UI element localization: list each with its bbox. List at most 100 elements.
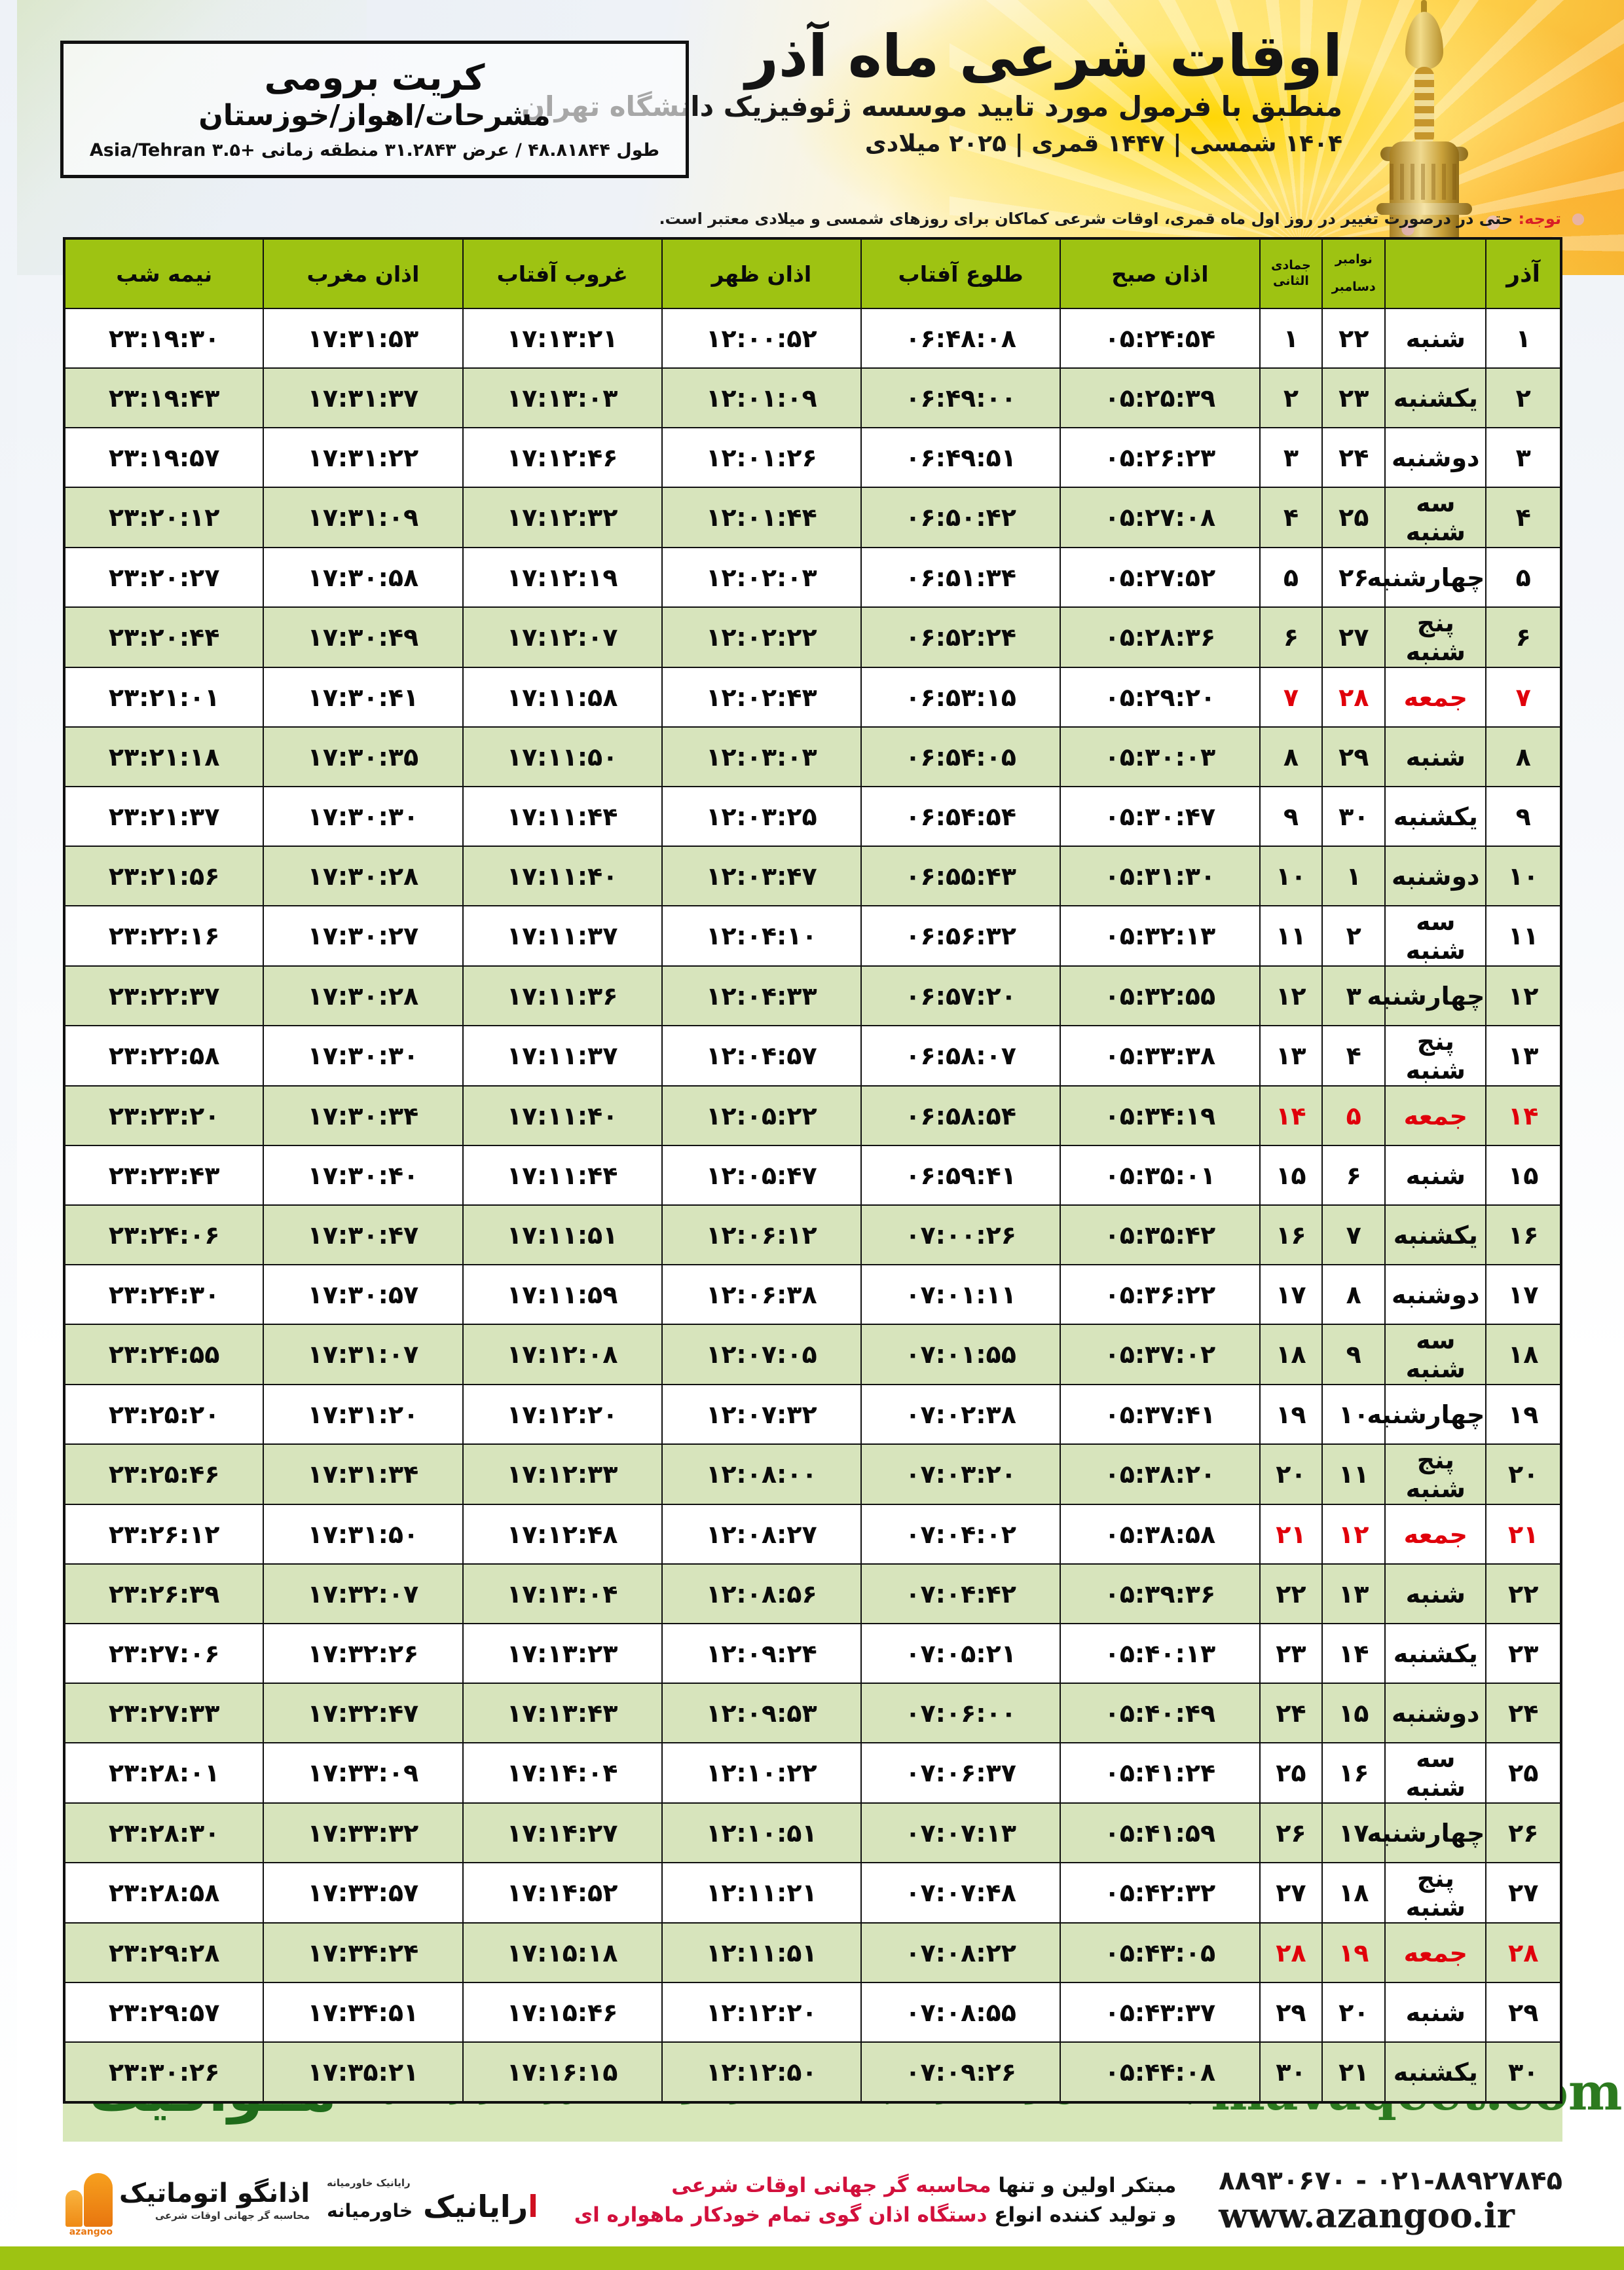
table-row: ۲۴ دوشنبه ۱۵ ۲۴ ۰۵:۴۰:۴۹ ۰۷:۰۶:۰۰ ۱۲:۰۹:۵۳ ۱۷:۱… xyxy=(63,1683,1562,1743)
footer-bottom-strip xyxy=(0,2246,1624,2270)
cell-weekday: شنبه xyxy=(1384,1563,1487,1624)
cell-maghrib: ۱۷:۳۱:۵۳ xyxy=(263,308,464,369)
cell-sunrise: ۰۶:۵۴:۵۴ xyxy=(860,786,1061,847)
cell-sunset: ۱۷:۱۲:۳۳ xyxy=(462,1443,663,1505)
cell-azar: ۲۳ xyxy=(1485,1623,1562,1684)
cell-maghrib: ۱۷:۳۳:۵۷ xyxy=(263,1862,464,1924)
cell-maghrib: ۱۷:۳۴:۵۱ xyxy=(263,1982,464,2043)
cell-fajr: ۰۵:۴۳:۰۵ xyxy=(1060,1922,1261,1983)
cell-azar: ۹ xyxy=(1485,786,1562,847)
cell-maghrib: ۱۷:۳۲:۴۷ xyxy=(263,1683,464,1743)
cell-hijri: ۲۵ xyxy=(1259,1742,1323,1804)
cell-weekday: جمعه xyxy=(1384,667,1487,728)
cell-sunrise: ۰۶:۵۶:۳۲ xyxy=(860,905,1061,967)
cell-azar: ۸ xyxy=(1485,726,1562,787)
cell-azar: ۱۱ xyxy=(1485,905,1562,967)
cell-midnight: ۲۳:۲۹:۵۷ xyxy=(63,1982,265,2043)
cell-dhuhr: ۱۲:۰۱:۲۶ xyxy=(661,427,862,488)
cell-hijri: ۲۸ xyxy=(1259,1922,1323,1983)
cell-sunrise: ۰۷:۰۷:۱۳ xyxy=(860,1802,1061,1863)
cell-maghrib: ۱۷:۳۰:۳۰ xyxy=(263,1025,464,1087)
cell-sunset: ۱۷:۱۱:۵۱ xyxy=(462,1204,663,1265)
note-label: توجه: xyxy=(1518,210,1561,228)
cell-midnight: ۲۳:۲۲:۵۸ xyxy=(63,1025,265,1087)
cell-sunset: ۱۷:۱۲:۲۰ xyxy=(462,1384,663,1445)
cell-azar: ۶ xyxy=(1485,606,1562,668)
footer-contact: ۰۲۱-۸۸۹۲۷۸۴۵ - ۸۸۹۳۰۶۷۰ www.azangoo.ir xyxy=(1202,2166,1562,2236)
table-row: ۲۵ سه شنبه ۱۶ ۲۵ ۰۵:۴۱:۲۴ ۰۷:۰۶:۳۷ ۱۲:۱۰:۲۲ ۱۷:… xyxy=(63,1742,1562,1804)
cell-midnight: ۲۳:۲۵:۴۶ xyxy=(63,1443,265,1505)
azangoo-minaret-icon: azangoo xyxy=(63,2164,113,2237)
cell-dhuhr: ۱۲:۱۲:۲۰ xyxy=(661,1982,862,2043)
calendar-note: توجه: حتی در درصورت تغییر در روز اول ماه… xyxy=(55,210,1561,228)
cell-maghrib: ۱۷:۳۵:۲۱ xyxy=(263,2041,464,2103)
cell-maghrib: ۱۷:۳۳:۳۲ xyxy=(263,1802,464,1863)
cell-dhuhr: ۱۲:۰۸:۵۶ xyxy=(661,1563,862,1624)
cell-dhuhr: ۱۲:۰۱:۰۹ xyxy=(661,367,862,428)
cell-azar: ۲۱ xyxy=(1485,1504,1562,1565)
cell-hijri: ۱۱ xyxy=(1259,905,1323,967)
cell-gregorian: ۲۲ xyxy=(1321,308,1386,369)
cell-fajr: ۰۵:۳۳:۳۸ xyxy=(1060,1025,1261,1087)
location-info-box: کریت برومی مشرحات/اهواز/خوزستان طول ۴۸.۸… xyxy=(60,41,689,178)
cell-fajr: ۰۵:۲۷:۵۲ xyxy=(1060,547,1261,608)
cell-sunset: ۱۷:۱۴:۲۷ xyxy=(462,1802,663,1863)
footer-website[interactable]: www.azangoo.ir xyxy=(1219,2195,1515,2236)
col-header-maghrib: اذان مغرب xyxy=(263,238,464,309)
cell-dhuhr: ۱۲:۱۱:۲۱ xyxy=(661,1862,862,1924)
cell-sunrise: ۰۶:۵۲:۲۴ xyxy=(860,606,1061,668)
cell-hijri: ۱ xyxy=(1259,308,1323,369)
rayanic-logo-top-text: رایانیک خاورمیانه xyxy=(327,2177,411,2189)
cell-sunrise: ۰۶:۵۰:۴۲ xyxy=(860,487,1061,548)
cell-dhuhr: ۱۲:۰۴:۳۳ xyxy=(661,965,862,1026)
cell-hijri: ۱۹ xyxy=(1259,1384,1323,1445)
cell-maghrib: ۱۷:۳۰:۳۴ xyxy=(263,1085,464,1146)
cell-azar: ۲۶ xyxy=(1485,1802,1562,1863)
cell-dhuhr: ۱۲:۰۰:۵۲ xyxy=(661,308,862,369)
cell-sunrise: ۰۷:۰۰:۲۶ xyxy=(860,1204,1061,1265)
cell-midnight: ۲۳:۲۲:۳۷ xyxy=(63,965,265,1026)
cell-maghrib: ۱۷:۳۰:۴۷ xyxy=(263,1204,464,1265)
cell-azar: ۱۹ xyxy=(1485,1384,1562,1445)
cell-sunset: ۱۷:۱۵:۴۶ xyxy=(462,1982,663,2043)
col-header-sunrise: طلوع آفتاب xyxy=(860,238,1061,309)
cell-gregorian: ۲۵ xyxy=(1321,487,1386,548)
cell-sunrise: ۰۶:۵۸:۰۷ xyxy=(860,1025,1061,1087)
cell-midnight: ۲۳:۲۱:۰۱ xyxy=(63,667,265,728)
location-coordinates: طول ۴۸.۸۱۸۴۴ / عرض ۳۱.۲۸۴۳ منطقه زمانی +… xyxy=(89,140,660,161)
cell-fajr: ۰۵:۳۹:۳۶ xyxy=(1060,1563,1261,1624)
cell-gregorian: ۲۳ xyxy=(1321,367,1386,428)
cell-dhuhr: ۱۲:۰۵:۴۷ xyxy=(661,1145,862,1206)
cell-gregorian: ۸ xyxy=(1321,1264,1386,1325)
cell-weekday: سه شنبه xyxy=(1384,1324,1487,1385)
cell-midnight: ۲۳:۲۸:۳۰ xyxy=(63,1802,265,1863)
cell-sunrise: ۰۷:۰۱:۱۱ xyxy=(860,1264,1061,1325)
cell-sunset: ۱۷:۱۴:۰۴ xyxy=(462,1742,663,1804)
cell-gregorian: ۱۴ xyxy=(1321,1623,1386,1684)
table-row: ۱۱ سه شنبه ۲ ۱۱ ۰۵:۳۲:۱۳ ۰۶:۵۶:۳۲ ۱۲:۰۴:۱۰ ۱۷:۱… xyxy=(63,905,1562,967)
cell-gregorian: ۲۴ xyxy=(1321,427,1386,488)
cell-weekday: پنج شنبه xyxy=(1384,1862,1487,1924)
cell-midnight: ۲۳:۲۵:۲۰ xyxy=(63,1384,265,1445)
table-row: ۴ سه شنبه ۲۵ ۴ ۰۵:۲۷:۰۸ ۰۶:۵۰:۴۲ ۱۲:۰۱:۴۴ ۱۷:۱۲… xyxy=(63,487,1562,548)
cell-weekday: یکشنبه xyxy=(1384,786,1487,847)
prayer-times-table-wrapper: آذر نوامبر دسامبر جمادی الثانی اذان صبح … xyxy=(63,237,1562,2104)
cell-dhuhr: ۱۲:۰۳:۰۳ xyxy=(661,726,862,787)
cell-azar: ۱۷ xyxy=(1485,1264,1562,1325)
table-row: ۷ جمعه ۲۸ ۷ ۰۵:۲۹:۲۰ ۰۶:۵۳:۱۵ ۱۲:۰۲:۴۳ ۱۷:۱۱:۵۸… xyxy=(63,667,1562,728)
cell-azar: ۲۸ xyxy=(1485,1922,1562,1983)
cell-weekday: دوشنبه xyxy=(1384,1264,1487,1325)
footer-phone: ۰۲۱-۸۸۹۲۷۸۴۵ - ۸۸۹۳۰۶۷۰ xyxy=(1219,2165,1562,2196)
cell-azar: ۱ xyxy=(1485,308,1562,369)
minaret-dome xyxy=(1405,12,1443,69)
azangoo-icon-small-tower xyxy=(65,2190,83,2227)
cell-weekday: شنبه xyxy=(1384,1145,1487,1206)
cell-dhuhr: ۱۲:۰۵:۲۲ xyxy=(661,1085,862,1146)
table-row: ۲۸ جمعه ۱۹ ۲۸ ۰۵:۴۳:۰۵ ۰۷:۰۸:۲۲ ۱۲:۱۱:۵۱ ۱۷:۱۵:… xyxy=(63,1922,1562,1983)
cell-maghrib: ۱۷:۳۱:۵۰ xyxy=(263,1504,464,1565)
cell-fajr: ۰۵:۳۶:۲۲ xyxy=(1060,1264,1261,1325)
cell-fajr: ۰۵:۳۲:۵۵ xyxy=(1060,965,1261,1026)
col-header-gregorian: نوامبر دسامبر xyxy=(1321,238,1386,309)
cell-azar: ۱۲ xyxy=(1485,965,1562,1026)
cell-hijri: ۲۳ xyxy=(1259,1623,1323,1684)
